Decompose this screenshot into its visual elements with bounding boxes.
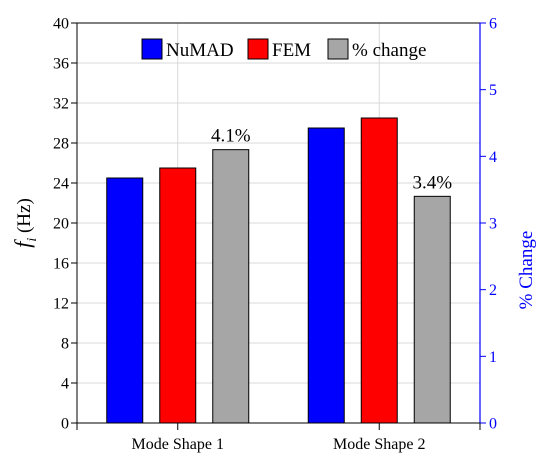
y-axis-title-unit: (Hz) — [14, 198, 35, 238]
y-tick-label: 20 — [53, 216, 69, 233]
x-axis: Mode Shape 1 Mode Shape 2 — [76, 423, 481, 453]
y2-tick-label: 3 — [489, 216, 497, 233]
y-tick-label: 28 — [53, 136, 69, 153]
y-tick-label: 4 — [61, 376, 69, 393]
legend-swatch — [141, 38, 163, 60]
y-tick-label: 16 — [53, 256, 69, 273]
right-axis: 0 1 2 3 4 5 6 — [479, 16, 497, 433]
y-axis-title-symbol: f — [10, 239, 35, 248]
y-tick-label: 40 — [53, 16, 69, 33]
data-label: 3.4% — [412, 172, 452, 193]
bar--change — [413, 195, 451, 424]
bar--change — [212, 149, 250, 424]
y2-tick-label: 1 — [489, 349, 497, 366]
y-tick-label: 0 — [61, 416, 69, 433]
x-tick-label: Mode Shape 1 — [132, 436, 224, 453]
data-labels: 4.1% 3.4% — [211, 126, 452, 194]
bar-fem — [360, 117, 398, 424]
y-axis-title-subscript: i — [25, 238, 40, 242]
legend-label: FEM — [272, 40, 311, 61]
x-tick-label: Mode Shape 2 — [333, 436, 425, 453]
y-tick-label: 36 — [53, 56, 69, 73]
y2-tick-label: 0 — [489, 416, 497, 433]
legend-swatch — [247, 38, 269, 60]
legend-label: % change — [352, 40, 426, 61]
y2-tick-label: 5 — [489, 82, 497, 99]
bar-numad — [307, 127, 345, 424]
y2-tick-label: 4 — [489, 149, 497, 166]
left-axis: 0 4 8 12 16 20 24 28 32 36 40 — [53, 16, 77, 433]
y-tick-label: 24 — [53, 176, 69, 193]
data-label: 4.1% — [211, 126, 251, 147]
y-axis-title: fi (Hz) — [10, 198, 40, 248]
bar-numad — [106, 177, 144, 424]
y2-tick-label: 2 — [489, 282, 497, 299]
legend: NuMAD FEM % change — [141, 38, 426, 61]
y-tick-label: 12 — [53, 296, 69, 313]
y-tick-label: 8 — [61, 336, 69, 353]
legend-label: NuMAD — [166, 40, 234, 61]
y2-tick-label: 6 — [489, 16, 497, 33]
bars — [106, 117, 451, 424]
legend-swatch — [327, 38, 349, 60]
y2-axis-title: % Change — [516, 231, 537, 310]
y-tick-label: 32 — [53, 96, 69, 113]
bar-fem — [159, 167, 197, 424]
